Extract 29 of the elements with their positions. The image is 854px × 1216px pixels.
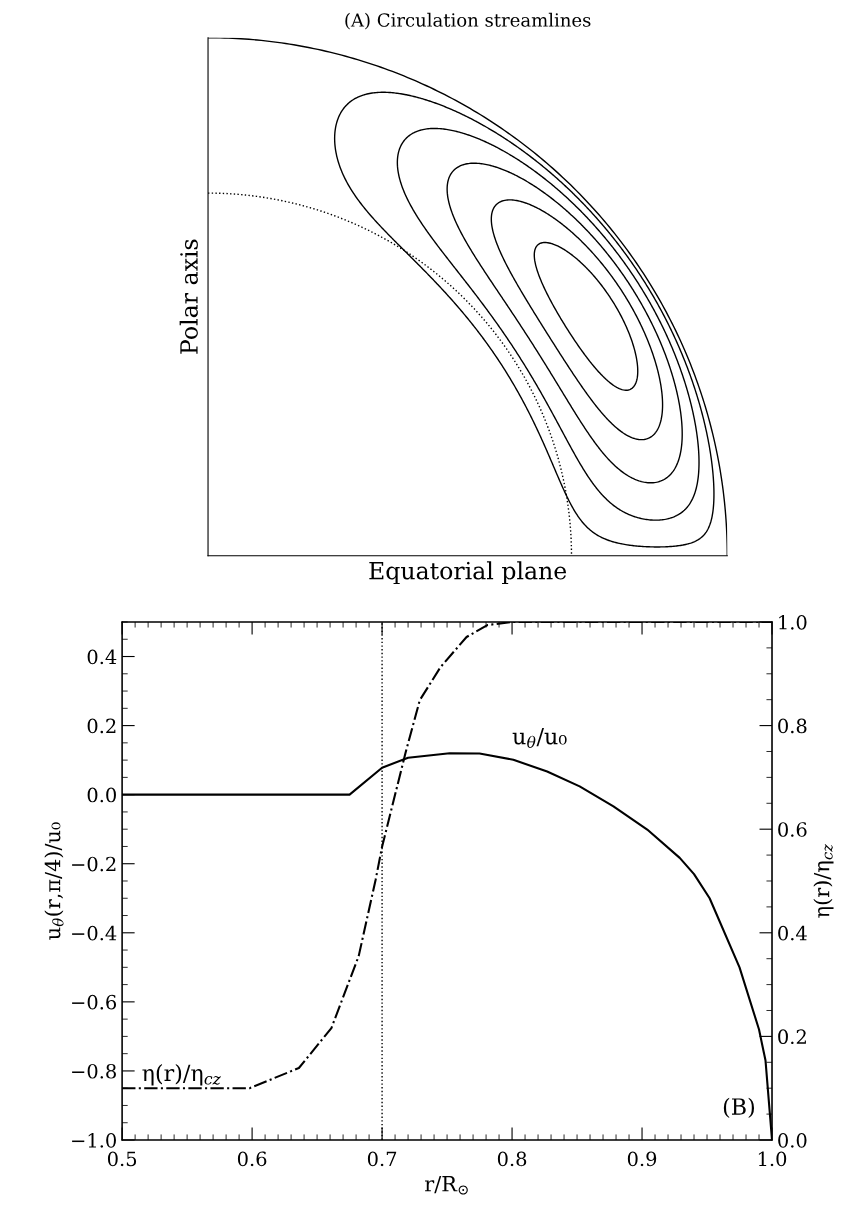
annotation: u$_{θ}$/u₀ [512,728,567,748]
y-axis-title: u$_{θ}$(r,π/4)/u₀ [44,822,64,940]
text: Polar axis [179,239,198,354]
y-tick-label: 0.0 [87,787,116,803]
annotation: (B) [723,1097,755,1119]
y2-tick-label: 0.2 [778,1029,806,1045]
y-tick-label: 0.2 [87,718,116,734]
y-tick-label: 0.4 [87,649,117,665]
y2-tick-label: 0.8 [778,718,807,734]
text: Equatorial plane [369,561,567,585]
y-tick-label: −0.4 [72,925,117,941]
x-tick-label: 0.6 [237,1151,267,1167]
y-tick-label: −0.6 [72,994,117,1010]
x-tick-label: 0.9 [627,1151,657,1167]
x-tick-label: 0.7 [367,1151,397,1167]
x-tick-label: 0.5 [107,1151,137,1167]
y2-tick-label: 1.0 [779,614,807,630]
y2-tick-label: 0.6 [778,822,807,837]
y-tick-label: −0.2 [72,856,116,872]
y-tick-label: −0.8 [72,1063,116,1079]
x-axis-title: r/R$_{⊙}$ [425,1176,468,1195]
y2-axis-title: η(r)/η$_{cz}$ [813,844,834,918]
annotation: η(r)/η$_{cz}$ [142,1064,221,1086]
y2-tick-label: 0.4 [778,925,807,941]
x-tick-label: 0.8 [497,1151,527,1167]
text: (A) Circulation streamlines [345,12,591,30]
y-tick-label: −1.0 [72,1132,116,1148]
y2-tick-label: 0.0 [778,1132,807,1148]
x-tick-label: 1.0 [758,1151,787,1167]
